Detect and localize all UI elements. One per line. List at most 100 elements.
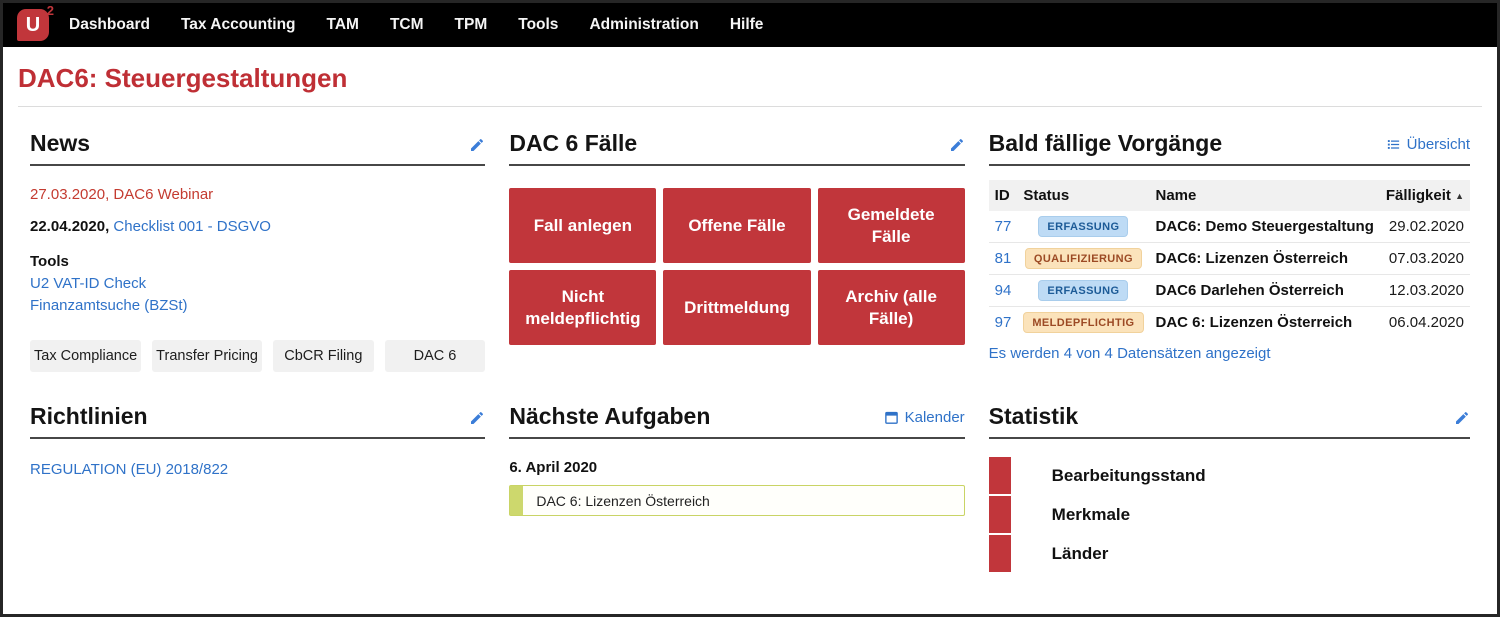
app-logo[interactable]: U 2 [15, 3, 55, 45]
status-badge: ERFASSUNG [1038, 216, 1129, 238]
news-link-checklist[interactable]: Checklist 001 - DSGVO [113, 218, 271, 236]
panel-news-header: News [30, 130, 486, 167]
edit-pencil-icon[interactable] [949, 137, 965, 155]
row-name: DAC6: Demo Steuergestaltung [1155, 218, 1374, 236]
news-item-checklist: 22.04.2020, Checklist 001 - DSGVO [30, 218, 485, 235]
button-gemeldete-faelle[interactable]: Gemeldete Fälle [817, 188, 965, 264]
table-row: 77 ERFASSUNG DAC6: Demo Steuergestaltung… [989, 211, 1470, 243]
panel-richtlinien: Richtlinien REGULATION (EU) 2018/822 [18, 390, 497, 574]
edit-pencil-icon[interactable] [1454, 410, 1470, 428]
table-row: 81 QUALIFIZIERUNG DAC6: Lizenzen Österre… [988, 242, 1470, 275]
panel-statistik: Statistik Bearbeitungsstand Merkmale [977, 390, 1482, 574]
tag-tax-compliance[interactable]: Tax Compliance [30, 340, 142, 373]
event-color-strip [510, 486, 524, 516]
panel-aufgaben-title: Nächste Aufgaben [509, 403, 711, 430]
red-swatch-icon [988, 457, 1011, 495]
tag-dac6[interactable]: DAC 6 [384, 340, 486, 373]
calendar-icon [884, 412, 898, 425]
tag-cbcr-filing[interactable]: CbCR Filing [272, 340, 374, 373]
nav-item-tpm[interactable]: TPM [454, 16, 488, 33]
panel-aufgaben-header: Nächste Aufgaben Kalender [509, 403, 965, 440]
statistik-list: Bearbeitungsstand Merkmale Länder [988, 457, 1470, 573]
red-swatch-icon [988, 535, 1011, 573]
status-badge: MELDEPFLICHTIG [1023, 312, 1144, 334]
edit-pencil-icon[interactable] [469, 410, 485, 428]
tool-link-finanzamtsuche[interactable]: Finanzamtsuche (BZSt) [30, 297, 188, 315]
overview-link[interactable]: Übersicht [1386, 136, 1470, 155]
row-id-link[interactable]: 77 [994, 218, 1012, 236]
row-name: DAC6: Lizenzen Österreich [1149, 242, 1380, 275]
nav-item-tcm[interactable]: TCM [389, 16, 424, 33]
tag-transfer-pricing[interactable]: Transfer Pricing [152, 340, 262, 373]
panel-dac6-faelle: DAC 6 Fälle Fall anlegen Offene Fälle Ge… [497, 117, 976, 372]
table-row: 97 MELDEPFLICHTIG DAC 6: Lizenzen Österr… [988, 306, 1470, 339]
row-name: DAC 6: Lizenzen Österreich [1149, 306, 1380, 339]
nav-item-tax-accounting[interactable]: Tax Accounting [180, 16, 296, 33]
row-due-date: 29.02.2020 [1388, 218, 1464, 236]
main-content: DAC6: Steuergestaltungen News 27.03.2020… [3, 47, 1497, 574]
panel-due-items: Bald fällige Vorgänge Übersicht ID Statu… [977, 117, 1482, 372]
tool-link-vat-id-check[interactable]: U2 VAT-ID Check [30, 275, 147, 293]
row-due-date: 07.03.2020 [1379, 242, 1470, 275]
row-id-link[interactable]: 81 [994, 250, 1012, 268]
column-header-name[interactable]: Name [1149, 180, 1380, 212]
panel-statistik-title: Statistik [988, 403, 1079, 430]
column-header-faelligkeit[interactable]: Fälligkeit ▲ [1379, 180, 1470, 212]
stat-item-merkmale[interactable]: Merkmale [988, 496, 1470, 534]
overview-link-label: Übersicht [1406, 136, 1470, 154]
row-id-link[interactable]: 94 [994, 282, 1012, 300]
row-due-date: 12.03.2020 [1379, 274, 1470, 307]
task-date-heading: 6. April 2020 [509, 459, 598, 477]
edit-pencil-icon[interactable] [469, 137, 485, 155]
red-swatch-icon [988, 496, 1011, 534]
case-button-grid: Fall anlegen Offene Fälle Gemeldete Fäll… [509, 188, 965, 346]
stat-label: Bearbeitungsstand [1051, 465, 1206, 485]
nav-item-tools[interactable]: Tools [518, 16, 559, 33]
row-name: DAC6 Darlehen Österreich [1149, 274, 1380, 307]
nav-item-hilfe[interactable]: Hilfe [729, 16, 764, 33]
button-drittmeldung[interactable]: Drittmeldung [663, 270, 811, 346]
button-offene-faelle[interactable]: Offene Fälle [663, 188, 811, 264]
nav-item-administration[interactable]: Administration [589, 16, 699, 33]
news-tools-label: Tools [30, 253, 69, 271]
row-id-link[interactable]: 97 [994, 314, 1012, 332]
panel-due-header: Bald fällige Vorgänge Übersicht [988, 130, 1470, 167]
status-badge: ERFASSUNG [1038, 280, 1129, 302]
top-navigation: U 2 Dashboard Tax Accounting TAM TCM TPM… [3, 3, 1497, 47]
button-fall-anlegen[interactable]: Fall anlegen [509, 188, 657, 264]
stat-label: Länder [1051, 543, 1109, 563]
table-row: 94 ERFASSUNG DAC6 Darlehen Österreich 12… [988, 274, 1470, 307]
calendar-link-label: Kalender [904, 409, 965, 427]
panel-dac6-title: DAC 6 Fälle [509, 130, 638, 156]
button-archiv[interactable]: Archiv (alle Fälle) [817, 270, 965, 346]
row-due-date: 06.04.2020 [1379, 306, 1470, 339]
panel-news: News 27.03.2020, DAC6 Webinar 22.04.2020… [18, 117, 497, 373]
panel-due-title: Bald fällige Vorgänge [988, 130, 1223, 156]
panel-dac6-header: DAC 6 Fälle [509, 130, 965, 167]
table-record-count[interactable]: Es werden 4 von 4 Datensätzen angezeigt [988, 345, 1271, 363]
panel-richtlinien-title: Richtlinien [30, 403, 148, 430]
nav-item-tam[interactable]: TAM [326, 16, 359, 33]
due-table-header-row: ID Status Name Fälligkeit ▲ [988, 180, 1470, 212]
news-link-webinar[interactable]: 27.03.2020, DAC6 Webinar [30, 186, 214, 204]
column-header-id[interactable]: ID [988, 180, 1018, 212]
nav-item-dashboard[interactable]: Dashboard [69, 16, 150, 33]
calendar-link[interactable]: Kalender [884, 409, 965, 428]
column-header-status[interactable]: Status [1017, 180, 1150, 212]
regulation-link[interactable]: REGULATION (EU) 2018/822 [30, 461, 229, 479]
sort-ascending-icon: ▲ [1455, 191, 1464, 202]
status-badge: QUALIFIZIERUNG [1024, 248, 1142, 270]
stat-item-laender[interactable]: Länder [988, 535, 1470, 573]
task-event-item[interactable]: DAC 6: Lizenzen Österreich [509, 485, 965, 517]
panel-statistik-header: Statistik [988, 403, 1470, 440]
list-icon [1387, 140, 1399, 150]
news-item-date: 22.04.2020, [30, 218, 110, 236]
panel-aufgaben: Nächste Aufgaben Kalender 6. April 2020 … [497, 390, 976, 574]
panel-news-title: News [30, 130, 91, 156]
page-title: DAC6: Steuergestaltungen [18, 63, 348, 93]
stat-item-bearbeitungsstand[interactable]: Bearbeitungsstand [988, 457, 1470, 495]
title-divider [18, 106, 1482, 107]
stat-label: Merkmale [1051, 504, 1131, 524]
dashboard-grid: News 27.03.2020, DAC6 Webinar 22.04.2020… [18, 107, 1482, 574]
button-nicht-meldepflichtig[interactable]: Nicht meldepflichtig [509, 270, 657, 346]
